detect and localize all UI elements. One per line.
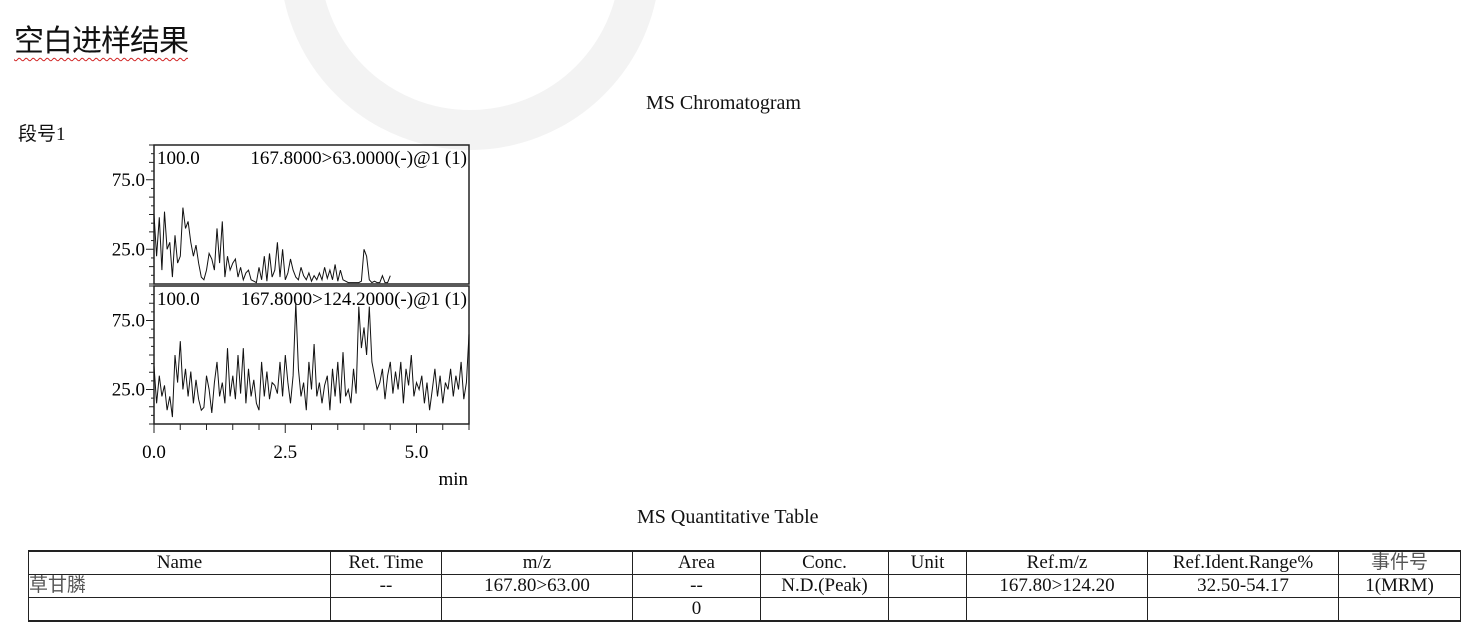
table-row: 0 (28, 597, 1461, 622)
header-area: Area (632, 550, 761, 575)
panel-transition-label: 167.8000>63.0000(-)@1 (1) (250, 148, 467, 169)
cell-name (28, 597, 331, 622)
panel-scale-label: 100.0 (157, 289, 200, 310)
header-unit: Unit (888, 550, 967, 575)
y-tick-label: 75.0 (112, 170, 145, 191)
cell-area: 0 (632, 597, 761, 622)
panel-transition-label: 167.8000>124.2000(-)@1 (1) (241, 289, 467, 310)
header-ref-mz: Ref.m/z (966, 550, 1148, 575)
document-title: 空白进样结果 (14, 24, 189, 59)
header-conc: Conc. (760, 550, 889, 575)
cell-area: -- (632, 574, 761, 598)
x-tick-label: 5.0 (405, 442, 429, 463)
y-tick-label: 25.0 (112, 239, 145, 260)
table-header-row: Name Ret. Time m/z Area Conc. Unit Ref.m… (28, 550, 1461, 575)
cell-ret-time: -- (330, 574, 442, 598)
header-event-number: 事件号 (1338, 550, 1461, 575)
table-row: 草甘膦 -- 167.80>63.00 -- N.D.(Peak) 167.80… (28, 574, 1461, 598)
cell-ref-mz: 167.80>124.20 (966, 574, 1148, 598)
y-tick-label: 25.0 (112, 380, 145, 401)
header-mz: m/z (441, 550, 633, 575)
header-ref-ident-range: Ref.Ident.Range% (1147, 550, 1339, 575)
cell-mz (441, 597, 633, 622)
panel-scale-label: 100.0 (157, 148, 200, 169)
table-title: MS Quantitative Table (637, 506, 819, 528)
cell-mz: 167.80>63.00 (441, 574, 633, 598)
y-tick-label: 75.0 (112, 311, 145, 332)
cell-name: 草甘膦 (28, 574, 331, 598)
cell-ref-ident-range (1147, 597, 1339, 622)
cell-event-number (1338, 597, 1461, 622)
ms-quantitative-table: Name Ret. Time m/z Area Conc. Unit Ref.m… (28, 550, 1461, 622)
cell-conc (760, 597, 889, 622)
cell-ret-time (330, 597, 442, 622)
chromatogram-title: MS Chromatogram (646, 92, 801, 114)
cell-unit (888, 597, 967, 622)
header-ret-time: Ret. Time (330, 550, 442, 575)
cell-event-number: 1(MRM) (1338, 574, 1461, 598)
ms-chromatogram-chart: 25.0 75.0 100.0 167.8000>63.0000(-)@1 (1) 25… (112, 144, 470, 490)
cell-ref-mz (966, 597, 1148, 622)
x-tick-label: 2.5 (273, 442, 297, 463)
cell-unit (888, 574, 967, 598)
chromatogram-trace (153, 207, 391, 284)
chromatogram-trace (153, 302, 470, 418)
cell-conc: N.D.(Peak) (760, 574, 889, 598)
x-tick-label: 0.0 (142, 442, 166, 463)
cell-ref-ident-range: 32.50-54.17 (1147, 574, 1339, 598)
segment-label: 段号1 (18, 124, 66, 145)
header-name: Name (28, 550, 331, 575)
x-axis-label: min (438, 469, 468, 490)
